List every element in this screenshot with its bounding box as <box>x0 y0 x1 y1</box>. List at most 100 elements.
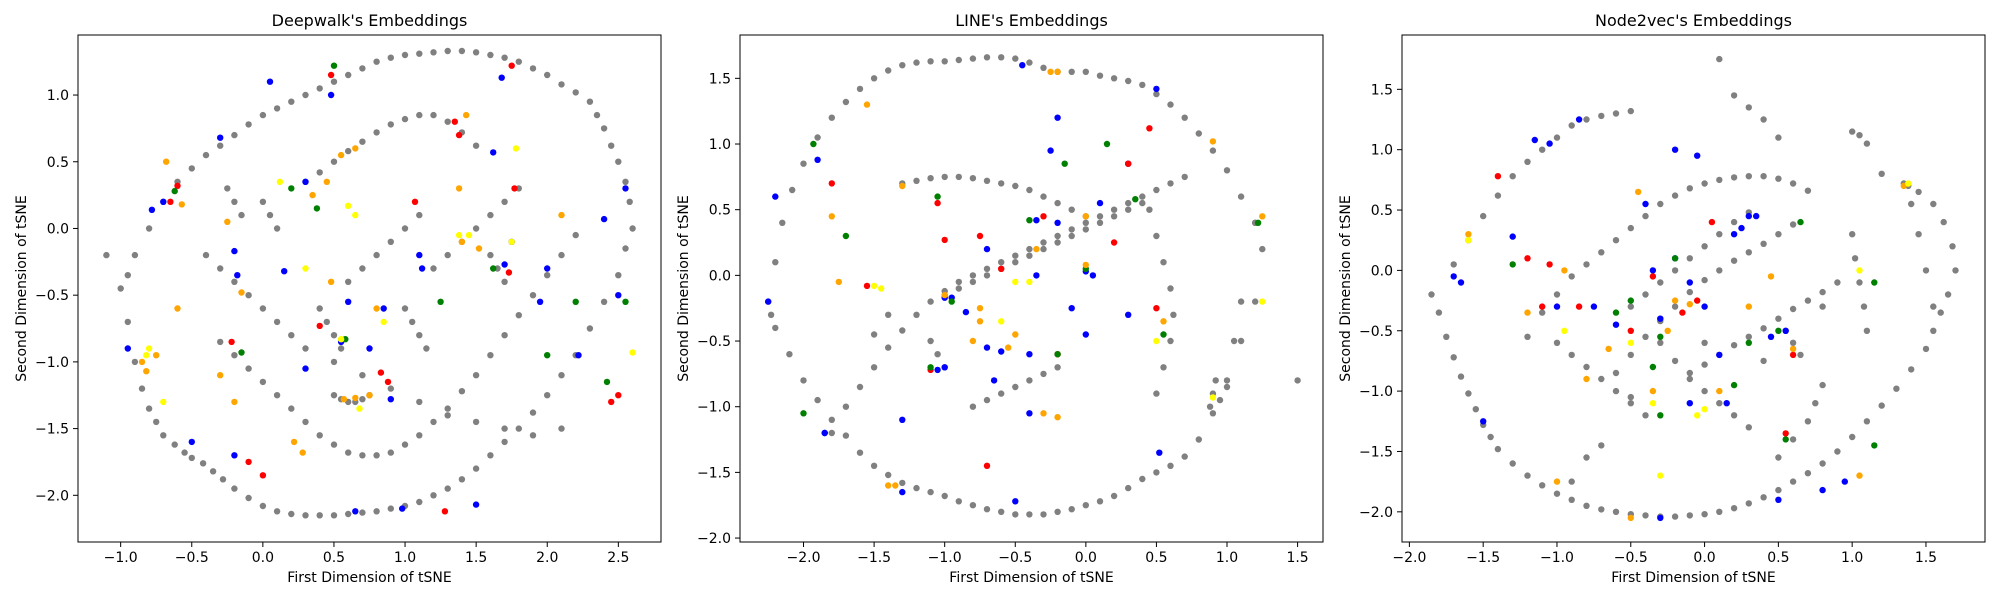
data-point-blue <box>998 348 1005 355</box>
data-point-gray <box>401 115 409 123</box>
data-point-gray <box>1223 377 1231 384</box>
data-point-blue <box>1054 114 1061 121</box>
data-point-gray <box>870 331 878 338</box>
data-point-gray <box>626 198 633 205</box>
data-point-gray <box>1730 174 1738 181</box>
x-tick-label: −1.0 <box>1540 550 1574 566</box>
y-tick-label: −2.0 <box>35 488 69 504</box>
data-point-gray <box>245 365 252 372</box>
data-point-gray <box>767 311 775 318</box>
data-point-gray <box>1125 206 1132 213</box>
data-point-gray <box>515 425 522 432</box>
data-point-blue <box>821 429 828 437</box>
data-point-yellow <box>356 405 363 412</box>
data-point-red <box>934 199 941 207</box>
data-point-blue <box>899 488 906 496</box>
data-point-gray <box>1139 475 1146 483</box>
data-point-gray <box>373 452 380 459</box>
data-point-orange <box>885 482 892 489</box>
data-point-red <box>316 322 323 330</box>
data-point-gray <box>998 180 1005 187</box>
y-tick-label: 0.5 <box>47 155 69 171</box>
data-point-gray <box>316 432 323 439</box>
data-point-gray <box>1465 390 1472 397</box>
data-point-blue <box>1657 315 1664 322</box>
data-point-gray <box>1509 460 1516 467</box>
data-point-gray <box>1730 342 1738 349</box>
data-point-yellow <box>380 318 387 326</box>
data-point-gray <box>1153 232 1160 240</box>
data-point-gray <box>345 449 352 456</box>
data-point-gray <box>1068 226 1075 233</box>
data-point-orange <box>1082 213 1090 220</box>
y-axis-label: Second Dimension of tSNE <box>676 195 692 381</box>
data-point-gray <box>941 58 948 65</box>
data-point-yellow <box>1561 327 1568 334</box>
data-point-gray <box>1435 309 1443 316</box>
plot-frame <box>1401 34 1986 543</box>
data-point-blue <box>399 505 406 512</box>
data-point-green <box>1612 309 1620 316</box>
data-point-orange <box>828 213 835 220</box>
data-point-gray <box>231 131 238 139</box>
x-tick-label: −1.0 <box>928 550 962 566</box>
data-point-orange <box>1209 138 1217 145</box>
data-point-gray <box>430 492 437 499</box>
data-point-gray <box>983 396 991 404</box>
data-point-gray <box>1125 199 1132 207</box>
data-point-red <box>1524 255 1531 262</box>
data-point-blue <box>1819 486 1826 494</box>
data-point-gray <box>1671 192 1679 199</box>
data-point-gray <box>1745 333 1753 340</box>
data-point-gray <box>558 251 565 259</box>
data-point-red <box>1575 303 1583 310</box>
data-point-blue <box>1738 224 1745 232</box>
data-point-gray <box>1612 508 1620 515</box>
data-point-gray <box>1223 383 1231 391</box>
data-point-gray <box>1819 303 1826 310</box>
data-point-gray <box>927 175 934 182</box>
data-point-gray <box>1716 176 1723 184</box>
data-point-gray <box>558 81 565 88</box>
data-point-gray <box>224 185 231 192</box>
data-point-gray <box>789 186 796 194</box>
data-point-gray <box>1642 212 1649 220</box>
data-point-gray <box>1096 498 1104 505</box>
data-point-gray <box>1775 315 1782 322</box>
data-point-orange <box>373 305 380 312</box>
data-point-green <box>1657 412 1664 419</box>
data-point-gray <box>1930 303 1937 310</box>
data-point-blue <box>899 416 906 423</box>
data-point-gray <box>515 58 522 65</box>
data-point-orange <box>366 392 373 399</box>
data-point-blue <box>1033 272 1040 279</box>
data-point-gray <box>1110 213 1118 220</box>
data-point-blue <box>352 508 359 515</box>
data-point-gray <box>387 385 394 392</box>
data-point-gray <box>1110 75 1118 82</box>
data-point-gray <box>899 327 906 334</box>
data-point-orange <box>1561 267 1568 274</box>
data-point-gray <box>345 278 352 285</box>
data-point-blue <box>1694 152 1701 159</box>
data-point-blue <box>536 298 544 305</box>
data-point-blue <box>1026 410 1033 417</box>
data-point-gray <box>1930 327 1937 334</box>
x-tick-label: −2.0 <box>1392 550 1426 566</box>
data-point-gray <box>330 332 338 339</box>
data-point-yellow <box>1856 267 1863 274</box>
data-point-gray <box>444 47 451 55</box>
data-point-gray <box>1701 180 1708 187</box>
data-point-blue <box>188 438 195 446</box>
data-point-blue <box>231 452 238 459</box>
data-point-blue <box>1730 231 1738 238</box>
data-point-gray <box>800 160 807 167</box>
data-point-yellow <box>345 202 352 209</box>
data-point-green <box>1061 160 1068 167</box>
data-point-gray <box>1789 436 1797 443</box>
data-point-gray <box>1922 345 1930 353</box>
data-point-blue <box>1153 85 1160 93</box>
data-point-yellow <box>998 318 1005 325</box>
data-point-orange <box>976 305 984 312</box>
data-point-orange <box>941 291 948 299</box>
